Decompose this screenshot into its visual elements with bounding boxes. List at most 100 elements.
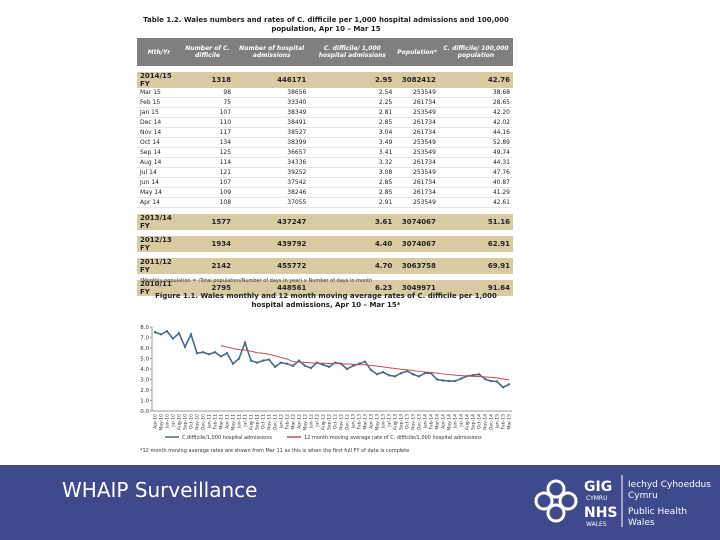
table-cell: 121 bbox=[180, 167, 235, 178]
table-cell: 34336 bbox=[234, 157, 310, 168]
point bbox=[237, 357, 241, 360]
table-cell: Jan 15 bbox=[137, 107, 181, 118]
table-cell: 39252 bbox=[234, 167, 310, 178]
table-cell: 253549 bbox=[395, 137, 439, 148]
x-tick-label: Apr-12 bbox=[297, 414, 303, 429]
x-tick-label: Oct-12 bbox=[333, 414, 339, 429]
table-cell: 110 bbox=[180, 117, 235, 128]
year-row: 2011/12 FY 2142 455772 4.70 3063758 69.91 bbox=[137, 258, 513, 274]
point bbox=[393, 375, 397, 378]
x-tick-label: Apr-14 bbox=[441, 414, 447, 429]
month-row: Nov 14 117 38527 3.04 261734 44.16 bbox=[137, 127, 513, 138]
table-cell: 108 bbox=[180, 197, 235, 208]
table-cell: 253549 bbox=[395, 197, 439, 208]
table-cell: Oct 14 bbox=[137, 137, 181, 148]
table-cell: 253549 bbox=[395, 107, 439, 118]
x-tick-label: Jul-14 bbox=[459, 414, 465, 428]
logo-text: NHS bbox=[584, 505, 618, 521]
x-tick-label: Oct-14 bbox=[477, 414, 483, 429]
point bbox=[501, 386, 505, 389]
logo-text: GIG bbox=[584, 479, 612, 495]
x-tick-label: Jun-14 bbox=[453, 414, 459, 430]
month-row: Jul 14 121 39252 3.08 253549 47.76 bbox=[137, 167, 513, 178]
table-cell: 253549 bbox=[395, 167, 439, 178]
point bbox=[291, 364, 295, 368]
point bbox=[285, 362, 289, 365]
org-name: Wales bbox=[628, 518, 655, 528]
x-tick-label: Oct-13 bbox=[405, 414, 411, 429]
y-tick-label: 4.0 bbox=[140, 367, 149, 373]
table-cell: 2014/15 FY bbox=[137, 72, 181, 88]
table-cell: 52.89 bbox=[438, 137, 513, 148]
x-tick-label: Jun-13 bbox=[381, 414, 387, 430]
x-tick-label: Apr-11 bbox=[225, 414, 231, 429]
table-cell: Dec 14 bbox=[137, 117, 181, 128]
x-tick-label: Aug-10 bbox=[177, 414, 183, 430]
row-gap bbox=[137, 274, 513, 280]
row-gap bbox=[137, 252, 513, 258]
table-cell: Jul 14 bbox=[137, 167, 181, 178]
table-cell: Apr 14 bbox=[137, 197, 181, 208]
table-cell: 3.41 bbox=[309, 147, 396, 158]
table-cell: 1934 bbox=[180, 236, 235, 252]
point bbox=[507, 383, 511, 386]
point bbox=[225, 352, 229, 355]
x-tick-label: Feb-12 bbox=[285, 414, 291, 429]
legend-label: C.difficile/1,000 hospital admissions bbox=[182, 435, 272, 441]
logo-text: CYMRU bbox=[586, 495, 608, 502]
table-cell: Jun 14 bbox=[137, 177, 181, 188]
column-header: C. difficile/ 100,000 population bbox=[438, 38, 513, 66]
x-tick-label: Jan-12 bbox=[279, 414, 285, 429]
org-name: Iechyd Cyhoeddus bbox=[628, 480, 711, 490]
table-cell: 42.76 bbox=[438, 72, 513, 88]
table-cell: 33340 bbox=[234, 97, 310, 108]
point bbox=[489, 379, 493, 383]
x-tick-label: Mar-14 bbox=[435, 414, 441, 430]
point bbox=[201, 351, 205, 354]
table-cell: 2.85 bbox=[309, 177, 396, 188]
point bbox=[321, 363, 325, 366]
point bbox=[363, 360, 367, 363]
chart-title: Figure 1.1. Wales monthly and 12 month m… bbox=[155, 292, 497, 309]
x-tick-label: Nov-14 bbox=[483, 414, 489, 430]
table-cell: 2.91 bbox=[309, 197, 396, 208]
y-tick-label: 2.0 bbox=[140, 388, 149, 394]
logo-knot bbox=[534, 479, 578, 523]
table-cell: 38.68 bbox=[438, 88, 513, 98]
point bbox=[495, 380, 499, 383]
table-cell: 261734 bbox=[395, 177, 439, 188]
table-cell: 4.70 bbox=[309, 258, 396, 274]
series-line bbox=[154, 330, 510, 389]
table-cell: 114 bbox=[180, 157, 235, 168]
table-cell: 3.49 bbox=[309, 137, 396, 148]
table-cell: 38491 bbox=[234, 117, 310, 128]
table-cell: 439792 bbox=[234, 236, 310, 252]
point bbox=[273, 365, 277, 369]
x-tick-label: Mar-12 bbox=[291, 414, 297, 430]
point bbox=[351, 364, 355, 368]
table-cell: 38399 bbox=[234, 137, 310, 148]
table-cell: 38349 bbox=[234, 107, 310, 118]
table-cell: 134 bbox=[180, 137, 235, 148]
table-note: *Monthly population = (Total population/… bbox=[140, 278, 373, 284]
table-cell: 38246 bbox=[234, 187, 310, 198]
x-tick-label: Aug-11 bbox=[249, 414, 255, 430]
table-cell: 37542 bbox=[234, 177, 310, 188]
x-tick-label: Nov-10 bbox=[195, 414, 201, 430]
x-tick-label: Jul-11 bbox=[243, 414, 249, 428]
year-row: 2013/14 FY 1577 437247 3.61 3074067 51.16 bbox=[137, 214, 513, 230]
table-cell: 44.31 bbox=[438, 157, 513, 168]
y-tick-label: 3.0 bbox=[140, 378, 149, 384]
point bbox=[345, 367, 349, 371]
table-cell: 42.02 bbox=[438, 117, 513, 128]
month-row: Jan 15 107 38349 2.81 253549 42.20 bbox=[137, 107, 513, 118]
x-tick-label: Jun-12 bbox=[309, 414, 315, 430]
table-cell: 3074067 bbox=[395, 236, 439, 252]
x-tick-label: Dec-11 bbox=[273, 414, 279, 430]
x-tick-label: May-10 bbox=[159, 414, 165, 431]
x-tick-label: Oct-10 bbox=[189, 414, 195, 429]
x-tick-label: May-12 bbox=[303, 414, 309, 431]
org-name: Public Health bbox=[628, 507, 687, 517]
x-tick-label: Mar-11 bbox=[219, 414, 225, 430]
